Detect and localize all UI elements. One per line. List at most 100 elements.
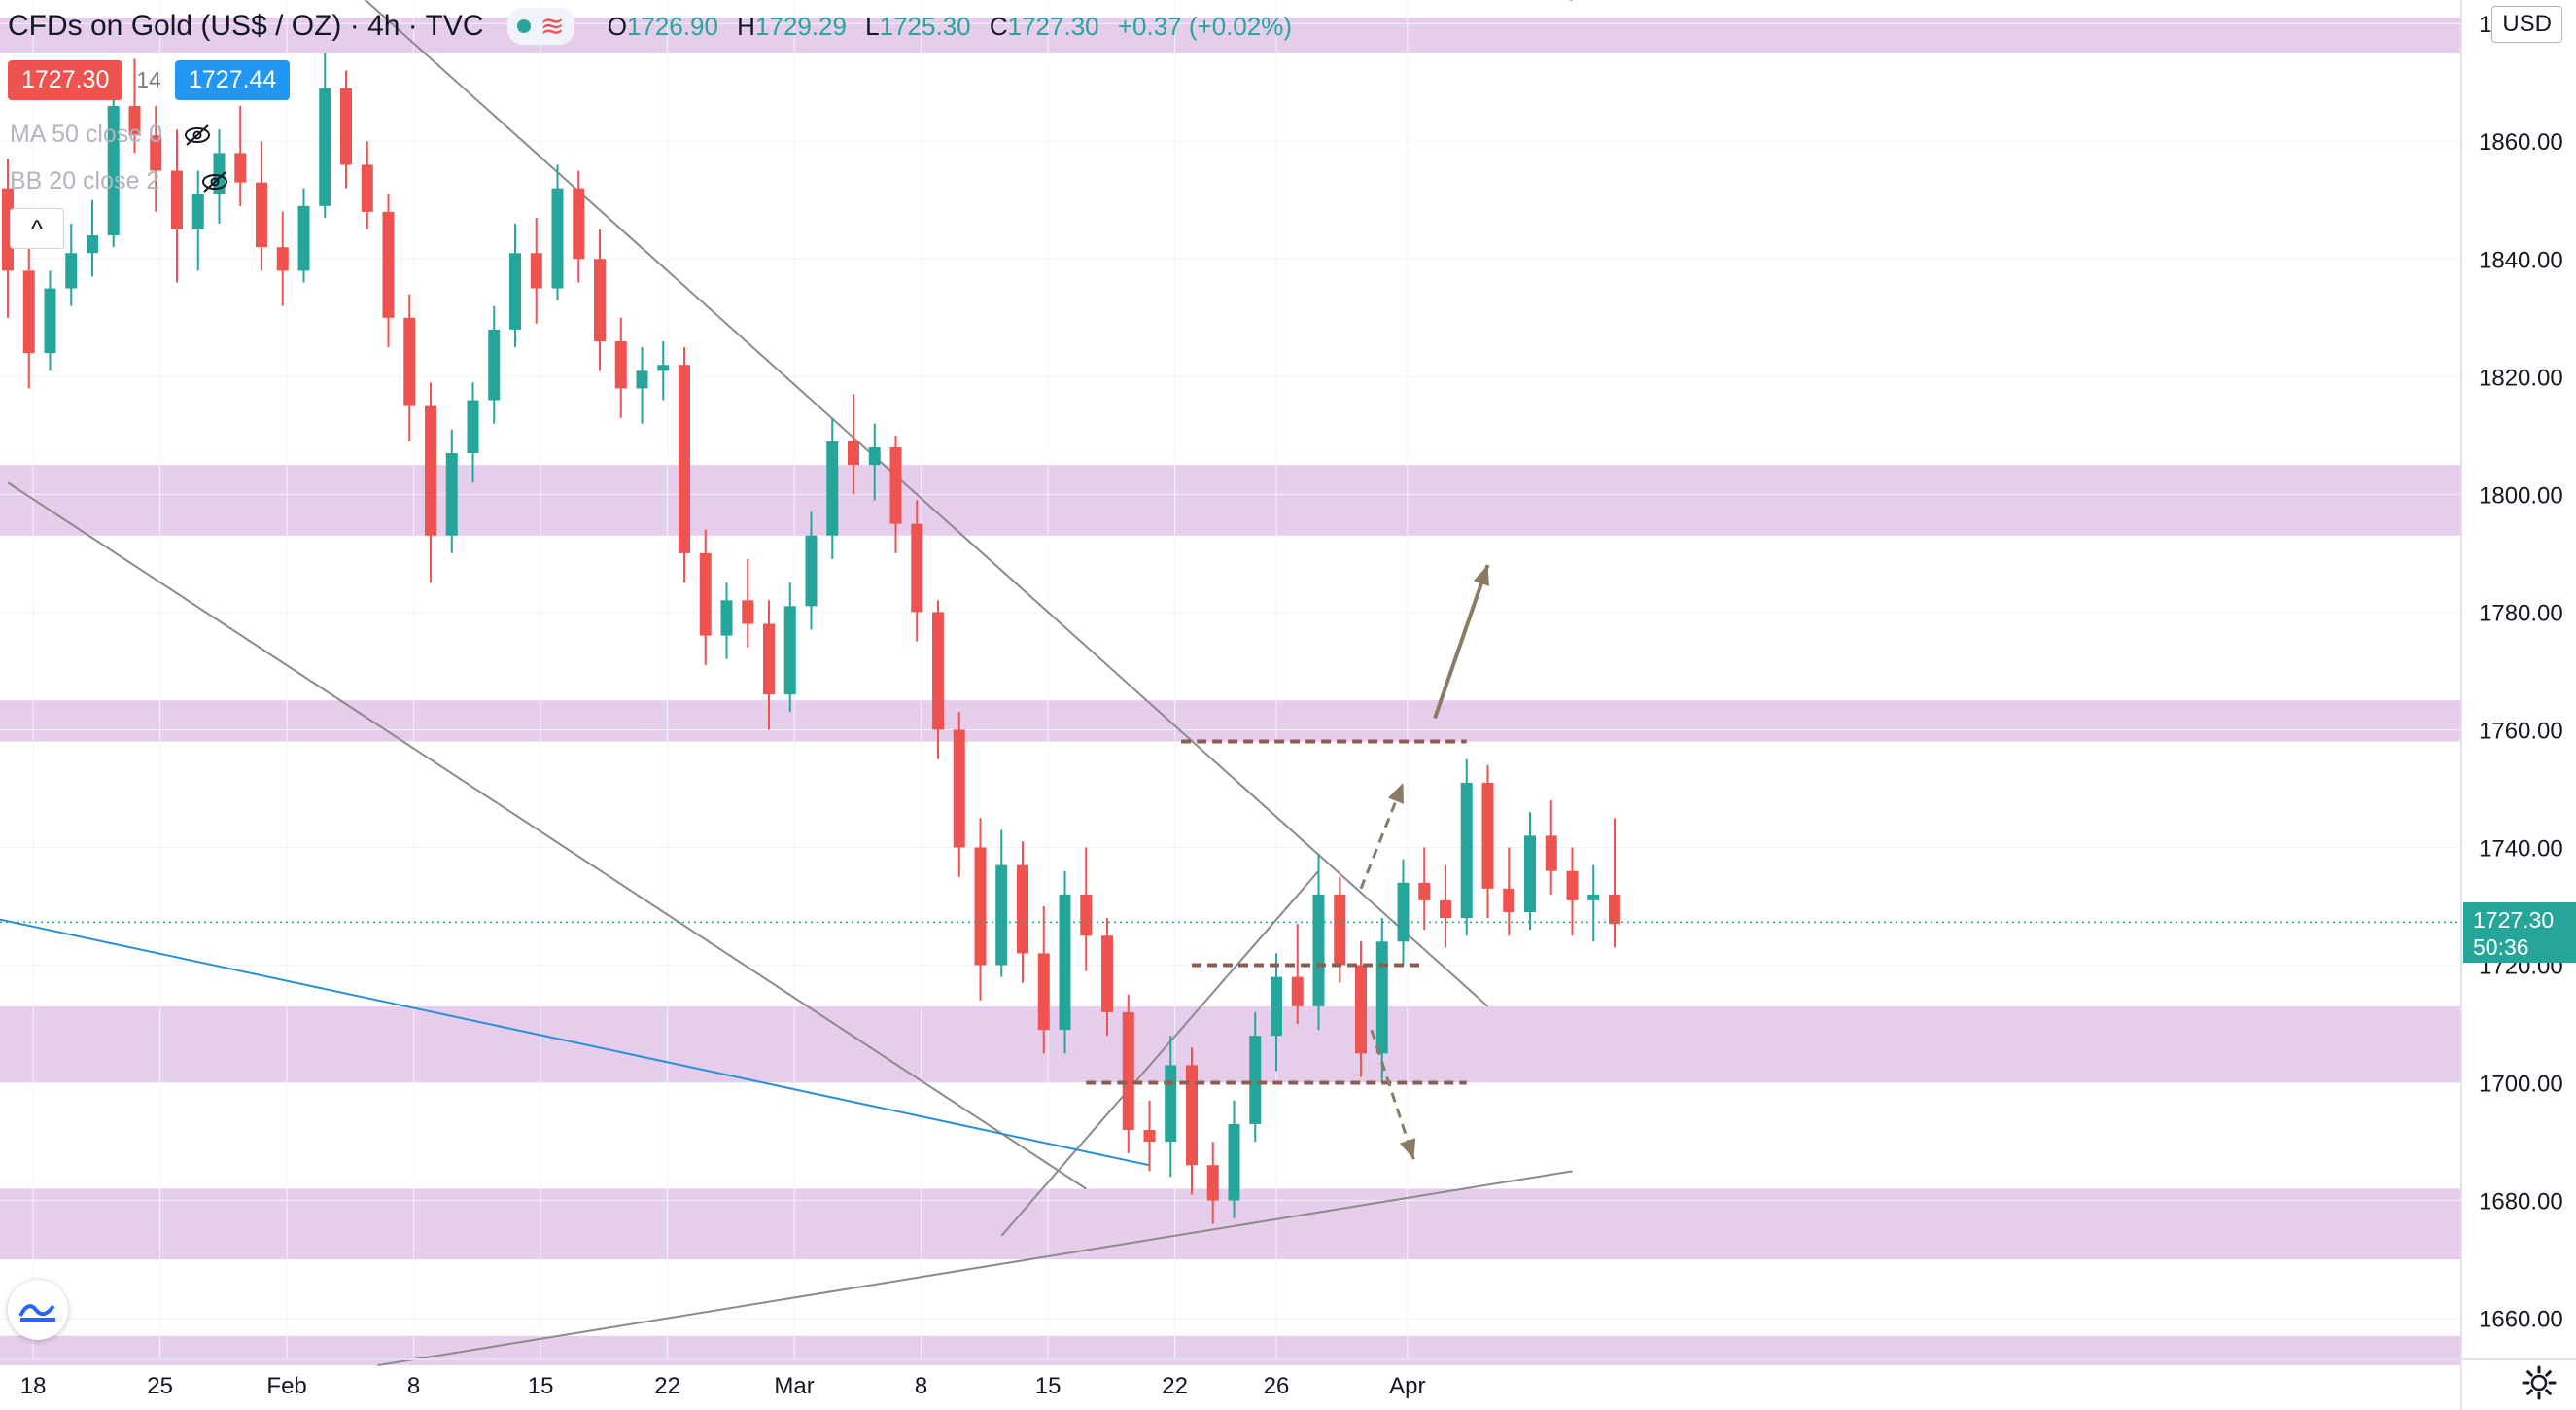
candle-body[interactable]	[995, 864, 1008, 966]
candle-body[interactable]	[1355, 965, 1367, 1054]
projection-arrow[interactable]	[1433, 564, 1490, 719]
trendline[interactable]	[0, 912, 1150, 1167]
candle-body[interactable]	[213, 153, 226, 194]
candle-body[interactable]	[889, 446, 902, 524]
candle-body[interactable]	[1460, 782, 1473, 919]
candle-body[interactable]	[1206, 1165, 1219, 1201]
candle-body[interactable]	[848, 441, 859, 466]
tradingview-logo[interactable]	[8, 1280, 68, 1340]
candle-body[interactable]	[699, 552, 712, 636]
candle-body[interactable]	[128, 105, 141, 136]
candle-body[interactable]	[276, 247, 289, 271]
candle-body[interactable]	[1271, 976, 1282, 1037]
candle-body[interactable]	[425, 405, 436, 536]
candle-body[interactable]	[234, 153, 247, 183]
candle-body[interactable]	[720, 600, 733, 636]
hide-eye-icon[interactable]	[200, 170, 229, 194]
candle-body[interactable]	[911, 523, 923, 613]
candle-body[interactable]	[573, 188, 585, 260]
buy-button[interactable]: 1727.44	[174, 60, 291, 100]
candle-body[interactable]	[636, 370, 648, 389]
candle-body[interactable]	[868, 446, 881, 466]
candle-body[interactable]	[340, 88, 352, 165]
candle-body[interactable]	[150, 135, 162, 171]
sell-button[interactable]: 1727.30	[8, 60, 123, 100]
trendline[interactable]	[7, 481, 1087, 1190]
candle-body[interactable]	[1375, 941, 1388, 1054]
candle-body[interactable]	[1524, 835, 1536, 913]
candle-body[interactable]	[319, 88, 331, 206]
candle-body[interactable]	[953, 729, 965, 848]
indicator-bb[interactable]: BB 20 close 2	[10, 167, 160, 194]
currency-button[interactable]: USD	[2491, 6, 2562, 43]
projection-arrow[interactable]	[1370, 1029, 1415, 1160]
candle-body[interactable]	[1397, 882, 1410, 942]
candle-body[interactable]	[1312, 894, 1325, 1006]
candle-body[interactable]	[445, 453, 458, 536]
candle-body[interactable]	[65, 253, 78, 289]
candle-body[interactable]	[826, 441, 839, 536]
time-tick-label: 26	[1264, 1373, 1290, 1399]
candle-body[interactable]	[783, 606, 796, 695]
indicator-ma[interactable]: MA 50 close 0	[10, 121, 163, 148]
trendline[interactable]	[377, 1170, 1573, 1367]
time-tick-label: Feb	[266, 1373, 306, 1399]
symbol-title[interactable]: CFDs on Gold (US$ / OZ) · 4h · TVC	[8, 10, 484, 42]
candle-body[interactable]	[1481, 782, 1494, 889]
candle-body[interactable]	[1587, 894, 1600, 900]
candle-body[interactable]	[297, 205, 310, 271]
candle-body[interactable]	[191, 194, 204, 230]
trendline[interactable]	[1000, 870, 1320, 1237]
candle-body[interactable]	[1418, 882, 1431, 900]
candle-body[interactable]	[1186, 1065, 1198, 1166]
price-axis[interactable]	[2461, 0, 2576, 1410]
candle-body[interactable]	[1503, 888, 1515, 913]
candle-body[interactable]	[530, 253, 542, 289]
candle-body[interactable]	[1165, 1065, 1177, 1143]
collapse-legend-button[interactable]: ^	[10, 208, 64, 249]
candle-body[interactable]	[1545, 835, 1557, 871]
candle-body[interactable]	[256, 182, 267, 248]
candle-body[interactable]	[657, 365, 670, 371]
candle-body[interactable]	[932, 612, 944, 730]
projection-arrow[interactable]	[1359, 782, 1405, 890]
candle-body[interactable]	[403, 317, 416, 406]
candle-body[interactable]	[805, 535, 818, 607]
candle-body[interactable]	[974, 847, 987, 966]
candle-body[interactable]	[1440, 899, 1451, 919]
market-status[interactable]: ≋	[506, 8, 574, 45]
candle-body[interactable]	[467, 400, 479, 453]
candle-body[interactable]	[1291, 976, 1304, 1006]
candle-body[interactable]	[1228, 1123, 1240, 1201]
candle-body[interactable]	[1080, 894, 1093, 936]
candle-body[interactable]	[742, 600, 754, 624]
candle-body[interactable]	[488, 329, 501, 401]
candle-body[interactable]	[1101, 935, 1113, 1012]
candle-body[interactable]	[763, 623, 775, 695]
candle-body[interactable]	[1609, 894, 1620, 925]
candle-body[interactable]	[594, 259, 606, 342]
candle-body[interactable]	[509, 253, 521, 330]
candle-body[interactable]	[171, 170, 183, 230]
candle-body[interactable]	[1059, 894, 1071, 1031]
candle-body[interactable]	[1566, 870, 1579, 900]
candle-body[interactable]	[551, 188, 564, 289]
candle-body[interactable]	[1249, 1036, 1262, 1124]
candle-body[interactable]	[614, 341, 627, 389]
candle-body[interactable]	[107, 105, 120, 236]
candle-body[interactable]	[1143, 1129, 1156, 1143]
candle-body[interactable]	[44, 288, 56, 354]
candle-body[interactable]	[22, 270, 35, 354]
candle-body[interactable]	[1122, 1011, 1134, 1130]
candle-body[interactable]	[1334, 894, 1346, 966]
candle-body[interactable]	[382, 211, 395, 318]
candle-body[interactable]	[1017, 864, 1028, 954]
settings-gear-icon[interactable]	[2520, 1363, 2559, 1402]
candle-body[interactable]	[679, 365, 690, 553]
candle-body[interactable]	[361, 164, 373, 212]
candle-body[interactable]	[1037, 953, 1050, 1031]
candle-body[interactable]	[87, 235, 98, 254]
hide-eye-icon[interactable]	[183, 123, 212, 147]
